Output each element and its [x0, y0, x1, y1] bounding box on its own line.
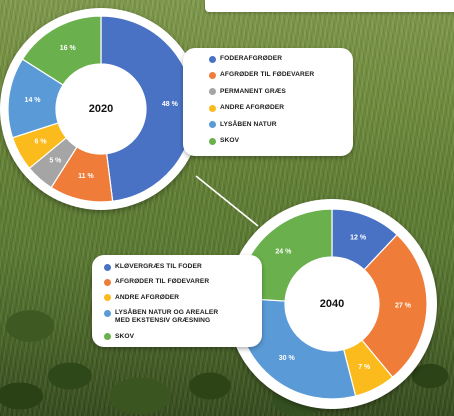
legend-item: PERMANENT GRÆS: [209, 88, 286, 96]
legend-swatch: [104, 294, 111, 302]
legend-label: LYSÅBEN NATUR OG AREALER MED EKSTENSIV GR…: [115, 309, 219, 325]
donut-hole: [285, 257, 379, 351]
legend-swatch: [104, 263, 111, 271]
donut-center-year: 2040: [320, 298, 344, 310]
legend-swatch: [104, 333, 111, 341]
slice-value-label: 12 %: [350, 234, 367, 241]
legend-2040: KLØVERGRÆS TIL FODER AFGRØDER TIL FØDEVAR…: [92, 255, 262, 347]
text-card-top: [205, 0, 454, 12]
legend-label: SKOV: [220, 137, 240, 144]
slice-value-label: 14 %: [25, 97, 42, 104]
legend-item: SKOV: [209, 137, 239, 145]
legend-label: KLØVERGRÆS TIL FODER: [115, 263, 202, 270]
legend-swatch: [209, 88, 216, 96]
legend-item: LYSÅBEN NATUR: [209, 121, 277, 129]
slice-value-label: 30 %: [279, 355, 296, 362]
legend-swatch: [209, 55, 216, 63]
slice-value-label: 48 %: [162, 101, 179, 108]
legend-item: ANDRE AFGRØDER: [104, 294, 179, 302]
legend-label: FODERAFGRØDER: [220, 55, 283, 62]
legend-swatch: [209, 121, 216, 129]
slice-value-label: 5 %: [49, 157, 62, 164]
legend-swatch: [209, 137, 216, 145]
slice-value-label: 24 %: [275, 249, 292, 256]
legend-label: PERMANENT GRÆS: [220, 87, 286, 95]
donut-center-year: 2020: [89, 103, 113, 115]
slice-value-label: 16 %: [60, 45, 77, 52]
slice-value-label: 27 %: [395, 303, 412, 310]
legend-item: AFGRØDER TIL FØDEVARER: [209, 71, 314, 79]
legend-label: LYSÅBEN NATUR: [220, 120, 277, 128]
legend-swatch: [104, 278, 111, 286]
slice-value-label: 7 %: [358, 364, 371, 371]
donut-hole: [56, 64, 146, 154]
legend-2020: FODERAFGRØDER AFGRØDER TIL FØDEVARER PERMA…: [183, 48, 353, 156]
legend-item: FODERAFGRØDER: [209, 55, 282, 63]
legend-label: SKOV: [115, 332, 135, 340]
legend-label: AFGRØDER TIL FØDEVARER: [115, 278, 210, 286]
slice-value-label: 6 %: [35, 139, 48, 146]
legend-swatch: [209, 71, 216, 79]
legend-item: KLØVERGRÆS TIL FODER: [104, 263, 202, 271]
legend-swatch: [104, 309, 111, 317]
legend-item: ANDRE AFGRØDER: [209, 104, 284, 112]
legend-label: ANDRE AFGRØDER: [115, 293, 180, 301]
legend-label: ANDRE AFGRØDER: [220, 104, 285, 112]
legend-item: LYSÅBEN NATUR OG AREALER MED EKSTENSIV GR…: [104, 309, 218, 325]
legend-swatch: [209, 104, 216, 112]
slice-value-label: 11 %: [78, 173, 94, 180]
legend-label: AFGRØDER TIL FØDEVARER: [220, 71, 315, 79]
legend-item: AFGRØDER TIL FØDEVARER: [104, 278, 209, 286]
legend-item: SKOV: [104, 333, 134, 341]
